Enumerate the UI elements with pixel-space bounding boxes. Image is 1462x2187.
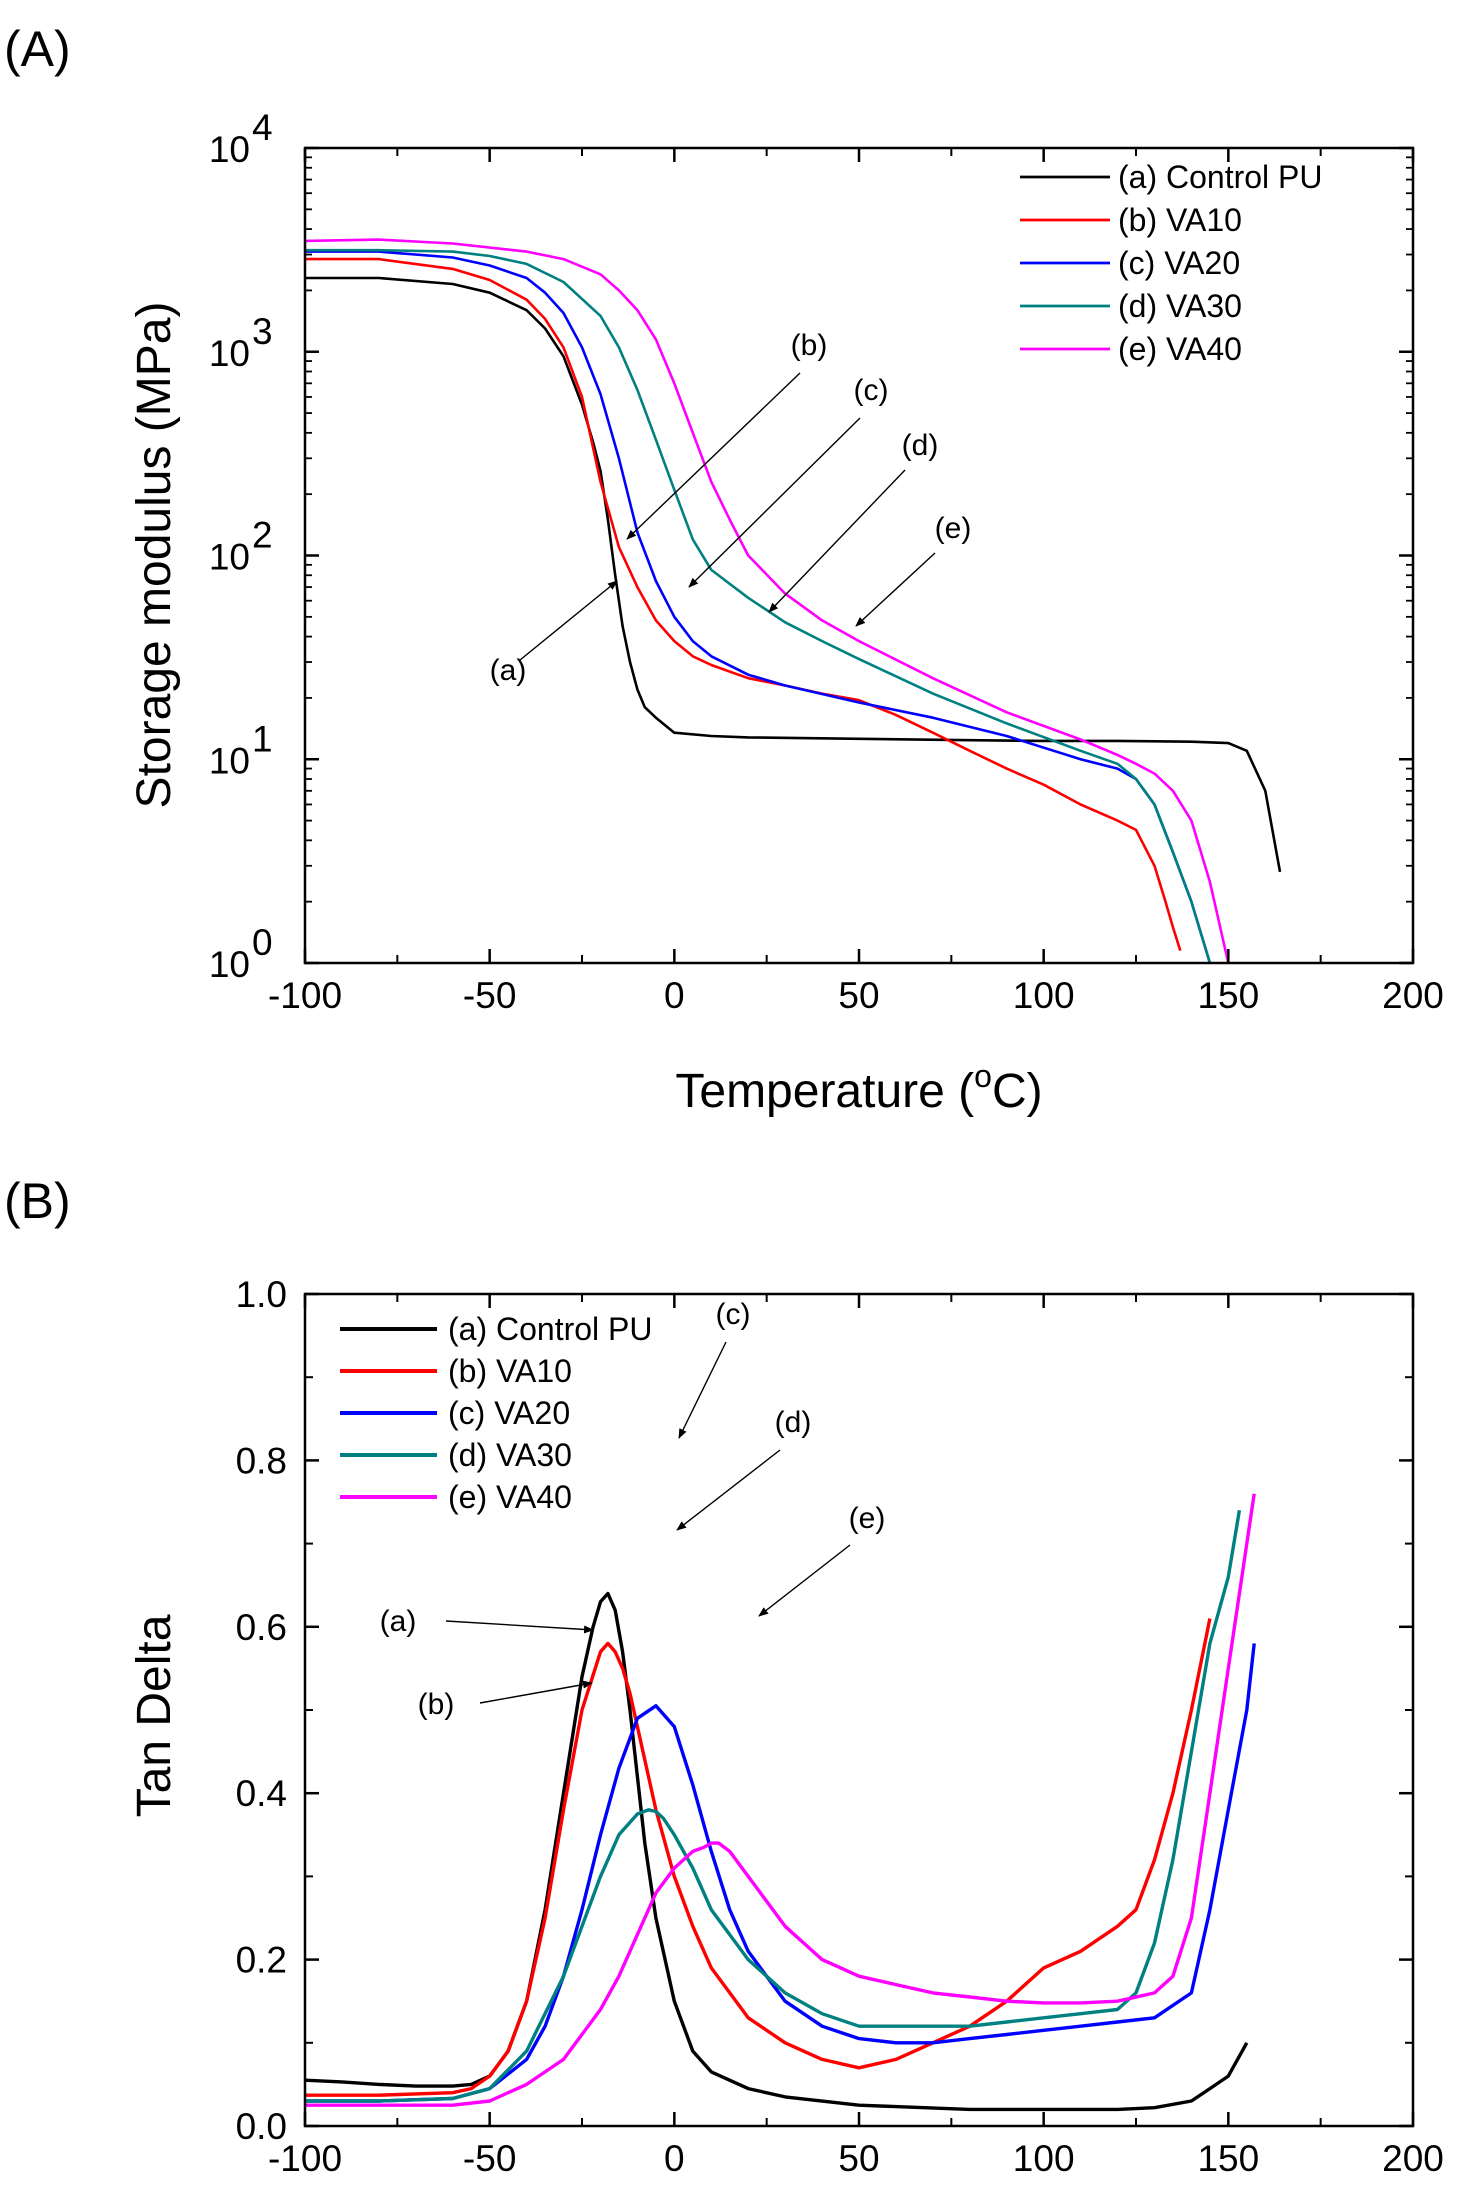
x-axis-title-a: Temperature (oC) [675, 1058, 1042, 1118]
y-tick-exponent-a: 4 [252, 107, 273, 148]
x-tick-label-b: 0 [664, 2138, 685, 2179]
series-line-b-e-va40 [305, 1493, 1256, 2107]
x-tick-label-b: 150 [1197, 2138, 1259, 2179]
plot-frame-a [303, 146, 1415, 965]
y-tick-label-a: 10 [209, 537, 250, 578]
annotation-label-a-b: (b) [791, 329, 828, 362]
legend-label-a-control-pu: (a) Control PU [448, 1311, 653, 1347]
legend-label-a-control-pu: (a) Control PU [1118, 159, 1323, 195]
x-tick-label-b: 100 [1013, 2138, 1075, 2179]
annotation-arrow-a-b [626, 372, 801, 540]
x-tick-label-b: -100 [268, 2138, 342, 2179]
annotation-arrow-a-e [855, 552, 936, 627]
annotation-label-b-b: (b) [418, 1688, 455, 1721]
y-tick-label-b: 0.6 [236, 1607, 287, 1648]
annotation-arrow-b-b [479, 1680, 593, 1704]
x-tick-label-b: 200 [1382, 2138, 1444, 2179]
x-tick-label-a: 100 [1013, 975, 1075, 1016]
legend-label-d-va30: (d) VA30 [448, 1437, 572, 1473]
y-tick-exponent-a: 0 [252, 922, 273, 963]
panel-label-a: (A) [4, 21, 71, 77]
x-axis-title-text: Temperature ( [675, 1065, 974, 1118]
series-line-b-c-va20 [305, 1643, 1256, 2103]
legend-label-c-va20: (c) VA20 [1118, 245, 1240, 281]
y-tick-label-a: 10 [209, 129, 250, 170]
annotation-arrow-b-c [678, 1341, 727, 1439]
annotation-arrow-b-e [758, 1544, 851, 1617]
annotation-label-a-c: (c) [854, 374, 889, 407]
panel-b-tan-delta-chart: (B) -100 -50 0 50 100 150 200 0.0 0.2 0.4 0.6 0.8 1.0… [4, 1173, 1444, 2179]
y-tick-label-b: 0.8 [236, 1440, 287, 1481]
y-tick-exponent-a: 1 [252, 718, 273, 759]
legend-label-c-va20: (c) VA20 [448, 1395, 570, 1431]
series-line-a-e-va40 [305, 238, 1230, 964]
panel-label-b: (B) [4, 1173, 71, 1229]
legend-b: (a) Control PU (b) VA10 (c) VA20 (d) VA30 (e… [340, 1311, 653, 1515]
x-tick-label-a: 200 [1382, 975, 1444, 1016]
series-line-b-d-va30 [305, 1510, 1242, 2103]
x-tick-label-a: 150 [1197, 975, 1259, 1016]
legend-label-b-va10: (b) VA10 [448, 1353, 572, 1389]
x-tick-label-a: -50 [463, 975, 516, 1016]
y-tick-label-b: 0.0 [236, 2106, 287, 2147]
legend-a: (a) Control PU (b) VA10 (c) VA20 (d) VA30 (e… [1020, 159, 1323, 367]
annotation-label-b-e: (e) [849, 1502, 886, 1535]
y-tick-label-a: 10 [209, 944, 250, 985]
annotation-arrow-a-c [688, 417, 861, 588]
y-tick-label-b: 0.2 [236, 1940, 287, 1981]
x-tick-label-a: 50 [838, 975, 879, 1016]
y-tick-label-a: 10 [209, 333, 250, 374]
x-tick-label-b: 50 [838, 2138, 879, 2179]
annotation-label-b-d: (d) [775, 1406, 812, 1439]
legend-label-e-va40: (e) VA40 [1118, 331, 1242, 367]
annotation-arrow-b-a [445, 1620, 594, 1634]
y-tick-exponent-a: 2 [252, 515, 273, 556]
annotation-label-a-e: (e) [935, 512, 972, 545]
y-tick-label-a: 10 [209, 740, 250, 781]
series-line-b-b-va10 [305, 1618, 1212, 2097]
series-line-a-d-va30 [305, 248, 1212, 964]
series-line-a-c-va20 [305, 250, 1212, 964]
annotation-label-a-d: (d) [902, 429, 939, 462]
y-axis-title-a: Storage modulus (MPa) [128, 302, 181, 809]
legend-label-d-va30: (d) VA30 [1118, 288, 1242, 324]
annotation-label-b-c: (c) [716, 1298, 751, 1331]
series-line-a-a-control-pu [305, 276, 1282, 873]
series-line-b-a-control-pu [305, 1591, 1249, 2112]
panel-a-storage-modulus-chart: (A)-100 -50 0 50 100 150 200100101102103104Sto… [4, 21, 1444, 1118]
legend-label-e-va40: (e) VA40 [448, 1479, 572, 1515]
annotation-arrow-a-d [768, 469, 906, 613]
y-tick-label-b: 0.4 [236, 1773, 287, 1814]
y-axis-title-b: Tan Delta [128, 1614, 181, 1817]
series-group-a [305, 238, 1282, 964]
x-tick-label-b: -50 [463, 2138, 516, 2179]
annotation-label-b-a: (a) [380, 1605, 417, 1638]
x-axis-title-unit: C) [992, 1065, 1043, 1118]
series-group-b [305, 1493, 1256, 2112]
legend-label-b-va10: (b) VA10 [1118, 202, 1242, 238]
x-tick-label-a: 0 [664, 975, 685, 1016]
x-axis-title-superscript: o [974, 1058, 992, 1094]
series-line-a-b-va10 [305, 257, 1182, 951]
y-tick-exponent-a: 3 [252, 311, 273, 352]
x-tick-label-a: -100 [268, 975, 342, 1016]
annotation-arrow-a-a [519, 580, 618, 661]
y-tick-label-b: 1.0 [236, 1274, 287, 1315]
annotation-arrow-b-d [676, 1449, 781, 1531]
